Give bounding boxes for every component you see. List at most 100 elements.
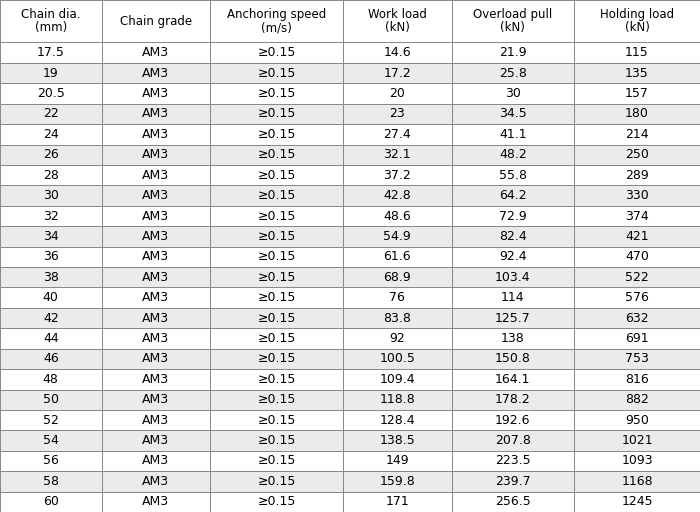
Bar: [574, 492, 700, 512]
Text: 421: 421: [625, 230, 649, 243]
Bar: [574, 144, 700, 165]
Bar: [574, 308, 700, 328]
Bar: [102, 185, 210, 206]
Bar: [452, 349, 574, 369]
Text: 1093: 1093: [621, 455, 653, 467]
Text: 72.9: 72.9: [499, 209, 526, 223]
Text: 691: 691: [625, 332, 649, 345]
Text: ≥0.15: ≥0.15: [258, 128, 295, 141]
Bar: [0, 226, 102, 247]
Bar: [102, 247, 210, 267]
Bar: [452, 287, 574, 308]
Bar: [574, 471, 700, 492]
Bar: [343, 287, 452, 308]
Text: (kN): (kN): [624, 22, 650, 34]
Text: (kN): (kN): [500, 22, 525, 34]
Bar: [102, 308, 210, 328]
Bar: [0, 349, 102, 369]
Text: 159.8: 159.8: [379, 475, 415, 488]
Bar: [102, 206, 210, 226]
Text: AM3: AM3: [142, 189, 169, 202]
Text: 753: 753: [625, 352, 649, 366]
Bar: [102, 410, 210, 431]
Bar: [343, 328, 452, 349]
Text: AM3: AM3: [142, 475, 169, 488]
Text: 180: 180: [625, 108, 649, 120]
Text: AM3: AM3: [142, 352, 169, 366]
Bar: [343, 451, 452, 471]
Bar: [343, 185, 452, 206]
Text: AM3: AM3: [142, 168, 169, 182]
Text: ≥0.15: ≥0.15: [258, 495, 295, 508]
Bar: [452, 185, 574, 206]
Bar: [0, 267, 102, 287]
Bar: [102, 369, 210, 390]
Text: ≥0.15: ≥0.15: [258, 209, 295, 223]
Bar: [452, 471, 574, 492]
Text: 100.5: 100.5: [379, 352, 415, 366]
Text: 17.5: 17.5: [37, 46, 64, 59]
Bar: [452, 492, 574, 512]
Text: AM3: AM3: [142, 108, 169, 120]
Text: 34: 34: [43, 230, 59, 243]
Bar: [574, 349, 700, 369]
Text: Anchoring speed: Anchoring speed: [227, 8, 326, 21]
Text: (kN): (kN): [385, 22, 410, 34]
Bar: [210, 226, 343, 247]
Text: 20: 20: [389, 87, 405, 100]
Bar: [0, 328, 102, 349]
Bar: [574, 124, 700, 144]
Text: 20.5: 20.5: [37, 87, 64, 100]
Text: 330: 330: [625, 189, 649, 202]
Text: 138: 138: [501, 332, 524, 345]
Text: AM3: AM3: [142, 373, 169, 386]
Text: AM3: AM3: [142, 332, 169, 345]
Bar: [102, 471, 210, 492]
Bar: [210, 63, 343, 83]
Bar: [210, 390, 343, 410]
Text: 207.8: 207.8: [495, 434, 531, 447]
Bar: [0, 124, 102, 144]
Text: 55.8: 55.8: [498, 168, 526, 182]
Text: 522: 522: [625, 271, 649, 284]
Text: AM3: AM3: [142, 128, 169, 141]
Text: 32.1: 32.1: [384, 148, 411, 161]
Bar: [102, 431, 210, 451]
Bar: [343, 83, 452, 104]
Bar: [210, 431, 343, 451]
Text: ≥0.15: ≥0.15: [258, 352, 295, 366]
Bar: [574, 247, 700, 267]
Text: 632: 632: [625, 312, 649, 325]
Bar: [102, 63, 210, 83]
Bar: [574, 226, 700, 247]
Text: 103.4: 103.4: [495, 271, 531, 284]
Bar: [210, 410, 343, 431]
Text: 76: 76: [389, 291, 405, 304]
Bar: [343, 492, 452, 512]
Bar: [210, 369, 343, 390]
Bar: [0, 308, 102, 328]
Bar: [574, 287, 700, 308]
Bar: [210, 471, 343, 492]
Text: 157: 157: [625, 87, 649, 100]
Text: ≥0.15: ≥0.15: [258, 46, 295, 59]
Bar: [343, 63, 452, 83]
Text: ≥0.15: ≥0.15: [258, 271, 295, 284]
Bar: [0, 431, 102, 451]
Text: 816: 816: [625, 373, 649, 386]
Text: 250: 250: [625, 148, 649, 161]
Bar: [0, 471, 102, 492]
Bar: [102, 451, 210, 471]
Text: 32: 32: [43, 209, 59, 223]
Text: AM3: AM3: [142, 291, 169, 304]
Bar: [452, 226, 574, 247]
Bar: [102, 328, 210, 349]
Bar: [343, 267, 452, 287]
Bar: [452, 369, 574, 390]
Text: ≥0.15: ≥0.15: [258, 373, 295, 386]
Bar: [102, 390, 210, 410]
Text: 171: 171: [386, 495, 409, 508]
Text: 60: 60: [43, 495, 59, 508]
Text: 54: 54: [43, 434, 59, 447]
Bar: [574, 328, 700, 349]
